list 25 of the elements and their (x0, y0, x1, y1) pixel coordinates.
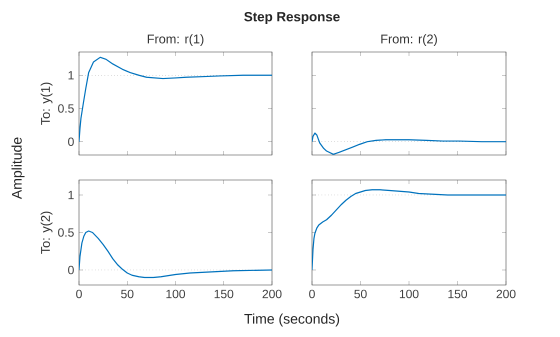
x-tick-label: 200 (496, 290, 516, 298)
y-tick-label: 0.5 (58, 228, 74, 237)
x-tick-label: 100 (166, 290, 186, 298)
y-axis-title: To: y(2) (40, 212, 52, 254)
x-tick-label: 150 (214, 290, 234, 298)
x-tick-label: 200 (262, 290, 282, 298)
x-tick-label: 0 (309, 290, 315, 298)
y-tick-label: 1 (68, 71, 74, 80)
y-tick-label: 0 (68, 266, 74, 274)
line-series (79, 230, 272, 278)
x-tick-label: 50 (121, 290, 134, 298)
text: Step Response (244, 12, 340, 24)
line-series (79, 56, 272, 142)
chart-title: From: r(1) (148, 34, 204, 46)
x-tick-label: 150 (448, 290, 468, 298)
y-tick-label: 0 (68, 137, 74, 146)
y-axis-title: To: y(1) (40, 82, 52, 125)
chart-title: From: r(2) (381, 34, 437, 46)
text: Time (seconds) (244, 313, 340, 327)
text: Amplitude (11, 138, 25, 200)
y-tick-label: 1 (68, 190, 74, 200)
y-tick-label: 0.5 (58, 104, 74, 113)
x-tick-label: 100 (400, 290, 419, 298)
x-tick-label: 50 (354, 290, 367, 298)
x-tick-label: 0 (76, 290, 82, 298)
